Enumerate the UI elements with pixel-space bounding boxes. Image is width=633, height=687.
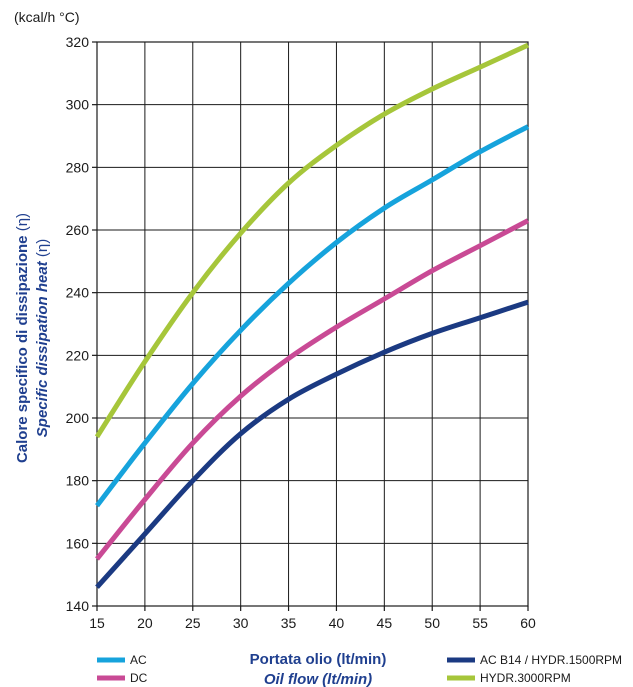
y-tick-label: 220	[66, 347, 90, 363]
x-tick-label: 15	[89, 615, 105, 631]
x-axis-label-en: Oil flow (lt/min)	[264, 671, 372, 687]
legend-label-2: AC B14 / HYDR.1500RPM	[480, 653, 622, 667]
legend: AC DC AC B14 / HYDR.1500RPM HYDR.3000RPM	[97, 653, 622, 685]
y-axis-label-en: Specific dissipation heat (η)	[34, 239, 51, 437]
x-tick-label: 60	[520, 615, 536, 631]
x-tick-label: 25	[185, 615, 201, 631]
y-tick-label: 320	[66, 34, 90, 50]
unit-label: (kcal/h °C)	[14, 9, 80, 25]
y-tick-label: 300	[66, 97, 90, 113]
x-tick-label: 30	[233, 615, 249, 631]
plot-border	[96, 41, 529, 607]
x-tick-label: 40	[329, 615, 345, 631]
legend-label-1: DC	[130, 671, 148, 685]
y-axis-label-it-symbol: (η)	[14, 213, 31, 231]
y-tick-label: 280	[66, 159, 90, 175]
x-tick-labels: 15 20 25 30 35 40 45 50 55 60	[89, 615, 536, 631]
series-line-2	[95, 218, 530, 561]
y-tick-labels: 140 160 180 200 220 240 260 280 300 320	[66, 34, 90, 614]
series-line-0	[94, 42, 530, 439]
y-tick-label: 140	[66, 598, 90, 614]
x-axis-label-it: Portata olio (lt/min)	[250, 651, 387, 668]
series-lines	[94, 42, 530, 589]
x-tick-label: 55	[472, 615, 488, 631]
y-tick-label: 260	[66, 222, 90, 238]
y-tick-label: 180	[66, 473, 90, 489]
y-axis-label-en-group: Specific dissipation heat (η)	[34, 239, 51, 437]
x-tick-label: 50	[424, 615, 440, 631]
y-axis-label: Calore specifico di dissipazione (η)	[14, 213, 31, 463]
legend-label-0: AC	[130, 653, 147, 667]
y-axis-label-it: Calore specifico di dissipazione (η)	[14, 213, 31, 463]
x-tick-label: 45	[377, 615, 393, 631]
x-tick-label: 20	[137, 615, 153, 631]
y-axis-label-en-symbol: (η)	[34, 239, 51, 257]
y-tick-label: 200	[66, 410, 90, 426]
series-line-3	[95, 299, 529, 589]
series-line-1	[95, 124, 530, 508]
y-tick-label: 240	[66, 285, 90, 301]
y-tick-label: 160	[66, 535, 90, 551]
plot-frame	[92, 41, 529, 611]
x-tick-label: 35	[281, 615, 297, 631]
legend-label-3: HYDR.3000RPM	[480, 671, 571, 685]
